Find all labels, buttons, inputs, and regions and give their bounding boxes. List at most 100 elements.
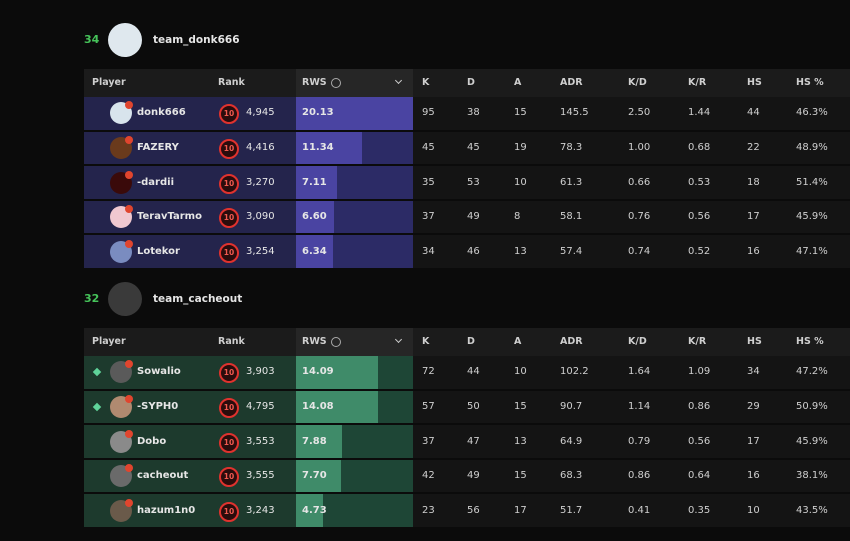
- stat-k: 95: [422, 107, 435, 119]
- rank-level: 10: [223, 472, 235, 482]
- rank-points: 3,553: [246, 435, 275, 447]
- avatar-badge: [125, 394, 133, 403]
- rws-value: 7.11: [302, 176, 327, 188]
- stat-hs: 16: [747, 470, 760, 482]
- stat-kr: 0.56: [688, 435, 711, 447]
- player-name: Dobo: [137, 435, 167, 447]
- rws-bar: [296, 494, 324, 527]
- rws-value: 20.13: [302, 107, 334, 119]
- avatar-badge: [125, 170, 133, 179]
- stat-a: 15: [514, 400, 527, 412]
- rws-value: 6.60: [302, 211, 327, 223]
- avatar-badge: [125, 205, 133, 214]
- stat-hsp: 47.2%: [796, 366, 828, 378]
- column-header: ADR: [560, 336, 583, 347]
- stat-hsp: 47.1%: [796, 245, 828, 257]
- rank-badge: [219, 138, 239, 159]
- avatar-badge: [125, 429, 133, 438]
- player-name: -SYPH0: [137, 400, 179, 412]
- stat-kd: 0.66: [628, 176, 651, 188]
- stat-a: 15: [514, 107, 527, 119]
- stat-hs: 29: [747, 400, 760, 412]
- stat-k: 72: [422, 366, 435, 378]
- stat-adr: 145.5: [560, 107, 589, 119]
- avatar-badge: [125, 135, 133, 144]
- rank-level: 10: [223, 143, 235, 153]
- stat-hsp: 45.9%: [796, 435, 828, 447]
- rank-points: 3,090: [246, 211, 275, 223]
- stat-d: 38: [467, 107, 480, 119]
- rws-header-cell: [296, 328, 413, 356]
- avatar-badge: [125, 464, 133, 473]
- stat-hsp: 45.9%: [796, 211, 828, 223]
- stats-cell: [413, 97, 850, 130]
- stats-cell: [413, 494, 850, 527]
- stat-kr: 0.64: [688, 470, 711, 482]
- stat-kr: 1.44: [688, 107, 711, 119]
- player-name: Lotekor: [137, 245, 180, 257]
- rank-badge: [219, 432, 239, 453]
- stat-hsp: 51.4%: [796, 176, 828, 188]
- rws-value: 7.70: [302, 470, 327, 482]
- stat-kr: 0.68: [688, 141, 711, 153]
- avatar-badge: [125, 360, 133, 369]
- stat-k: 45: [422, 141, 435, 153]
- stat-k: 34: [422, 245, 435, 257]
- stat-kd: 0.86: [628, 470, 651, 482]
- stat-adr: 68.3: [560, 470, 583, 482]
- rws-value: 6.34: [302, 245, 327, 257]
- stat-adr: 57.4: [560, 245, 583, 257]
- stat-d: 47: [467, 435, 480, 447]
- stat-hsp: 38.1%: [796, 470, 828, 482]
- rank-level: 10: [223, 506, 235, 516]
- column-header: A: [514, 336, 522, 347]
- stat-hsp: 50.9%: [796, 400, 828, 412]
- avatar-badge: [125, 498, 133, 507]
- stat-a: 10: [514, 366, 527, 378]
- stat-a: 8: [514, 211, 521, 223]
- stat-hsp: 43.5%: [796, 504, 828, 516]
- stat-hsp: 46.3%: [796, 107, 828, 119]
- column-header: RWS: [302, 336, 327, 347]
- stats-cell: [413, 200, 850, 234]
- rws-bar: [296, 425, 342, 458]
- stat-d: 56: [467, 504, 480, 516]
- rws-bar: [296, 97, 413, 130]
- stat-d: 49: [467, 470, 480, 482]
- avatar-badge: [125, 101, 133, 110]
- rws-value: 14.09: [302, 366, 334, 378]
- stat-hs: 18: [747, 176, 760, 188]
- stat-hs: 10: [747, 504, 760, 516]
- team-score: 34: [84, 33, 100, 46]
- rank-level: 10: [223, 247, 235, 257]
- rank-points: 4,416: [246, 141, 275, 153]
- stat-hs: 22: [747, 141, 760, 153]
- stat-d: 53: [467, 176, 480, 188]
- stat-kd: 1.00: [628, 141, 651, 153]
- rank-points: 3,254: [246, 245, 275, 257]
- stats-cell: [413, 356, 850, 389]
- rank-badge: [219, 173, 239, 194]
- stat-kd: 0.74: [628, 245, 651, 257]
- column-header: K/D: [628, 336, 647, 347]
- player-name: -dardii: [137, 176, 175, 188]
- stat-d: 50: [467, 400, 480, 412]
- stats-cell: [413, 425, 850, 458]
- stat-a: 17: [514, 504, 527, 516]
- rws-value: 7.88: [302, 435, 327, 447]
- stats-cell: [413, 166, 850, 199]
- stat-a: 10: [514, 176, 527, 188]
- avatar-badge: [125, 239, 133, 248]
- stat-adr: 58.1: [560, 211, 583, 223]
- team-avatar: [108, 282, 142, 316]
- stat-adr: 78.3: [560, 141, 583, 153]
- column-header: K: [422, 77, 430, 88]
- rws-value: 4.73: [302, 504, 327, 516]
- rws-bar: [296, 131, 362, 165]
- stat-hs: 17: [747, 435, 760, 447]
- rank-level: 10: [223, 368, 235, 378]
- rank-badge: [219, 363, 239, 384]
- stat-d: 45: [467, 141, 480, 153]
- stats-cell: [413, 459, 850, 493]
- stat-kr: 0.35: [688, 504, 711, 516]
